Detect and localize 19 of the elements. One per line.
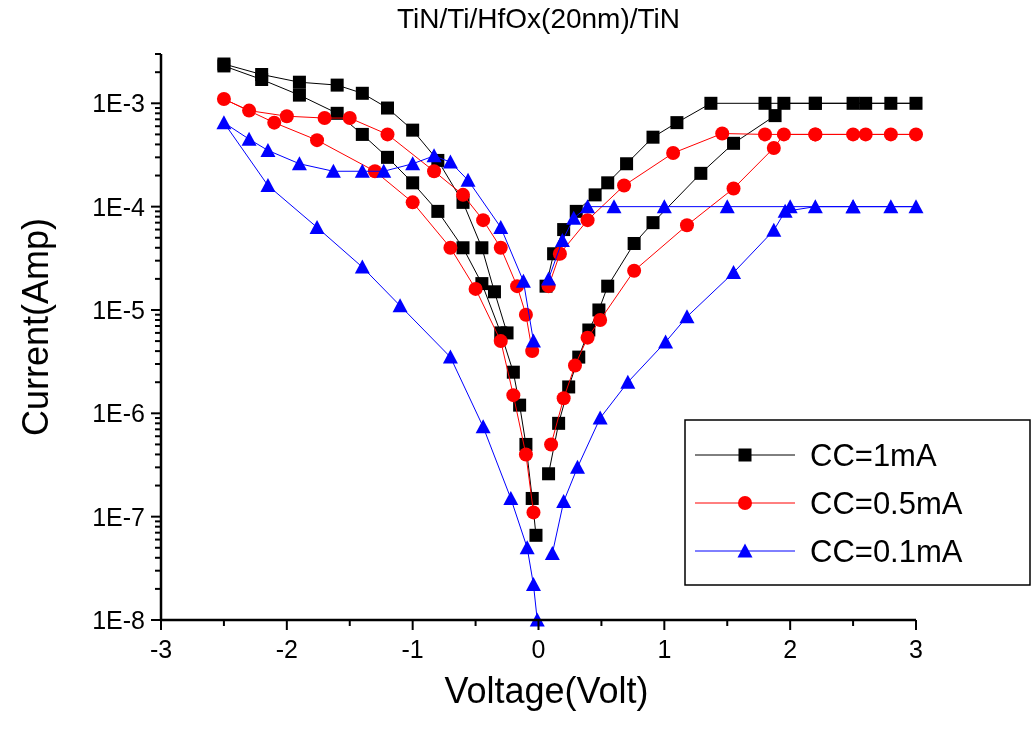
x-tick-label: -1 — [401, 635, 424, 663]
x-tick-label: 0 — [531, 635, 546, 663]
y-tick-label: 1E-5 — [92, 295, 145, 324]
legend-label: CC=1mA — [810, 438, 937, 473]
x-tick-label: -3 — [149, 635, 173, 663]
x-tick-label: -2 — [275, 635, 298, 663]
x-tick-label: 2 — [783, 635, 798, 663]
y-axis-title: Current(Amp) — [15, 217, 56, 437]
y-tick-label: 1E-3 — [92, 89, 145, 118]
legend-label: CC=0.1mA — [810, 534, 963, 569]
y-tick-label: 1E-6 — [92, 399, 145, 428]
x-tick-label: 1 — [657, 635, 672, 663]
chart-title: TiN/Ti/HfOx(20nm)/TiN — [396, 3, 681, 34]
x-axis-title: Voltage(Volt) — [444, 670, 649, 711]
legend-label: CC=0.5mA — [810, 486, 963, 521]
y-tick-label: 1E-8 — [92, 606, 145, 634]
y-tick-label: 1E-7 — [92, 502, 145, 531]
x-tick-label: 3 — [909, 635, 923, 663]
y-tick-label: 1E-4 — [92, 192, 146, 221]
